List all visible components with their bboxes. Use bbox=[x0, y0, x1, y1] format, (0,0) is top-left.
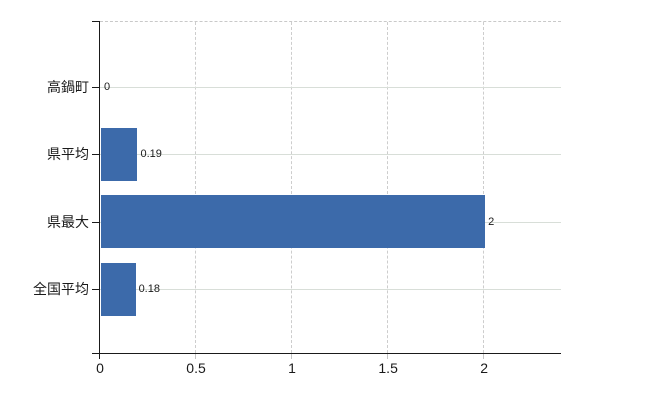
plot-top-border bbox=[100, 21, 561, 22]
x-axis-tick bbox=[291, 354, 293, 359]
vertical-gridline bbox=[195, 22, 197, 353]
bar-value-label: 0 bbox=[104, 80, 111, 93]
x-axis bbox=[92, 353, 561, 354]
bar bbox=[101, 127, 138, 181]
category-label: 全国平均 bbox=[33, 281, 89, 297]
x-tick-label: 1.5 bbox=[378, 360, 398, 376]
bar-value-label: 0.18 bbox=[138, 283, 160, 295]
x-axis-tick bbox=[195, 354, 197, 359]
bar-value-label: 0.19 bbox=[140, 148, 162, 160]
x-tick-label: 0 bbox=[96, 360, 104, 376]
x-tick-label: 0.5 bbox=[186, 360, 206, 376]
plot-area: 0 0.5 1 1.5 2 高鍋町 0 県平均 0.19 県最大 2 全国平均 0.18 bbox=[33, 21, 561, 376]
x-axis-tick bbox=[483, 354, 485, 359]
vertical-gridline bbox=[387, 22, 389, 353]
horizontal-gridline bbox=[100, 154, 561, 155]
y-axis-tick bbox=[92, 154, 99, 155]
horizontal-gridline bbox=[100, 86, 561, 88]
bar bbox=[101, 195, 486, 248]
x-axis-tick bbox=[99, 354, 100, 359]
y-axis-tick bbox=[92, 86, 99, 88]
category-label: 高鍋町 bbox=[47, 78, 89, 95]
y-axis-top-tick bbox=[92, 21, 99, 22]
bar-value-label: 2 bbox=[488, 215, 495, 228]
vertical-gridline bbox=[483, 22, 485, 353]
x-axis-tick bbox=[387, 354, 389, 359]
vertical-gridline bbox=[291, 22, 293, 353]
bar bbox=[101, 262, 136, 316]
y-axis-tick bbox=[92, 221, 99, 223]
x-tick-label: 1 bbox=[288, 360, 296, 376]
y-axis bbox=[99, 21, 100, 354]
category-label: 県平均 bbox=[47, 146, 89, 162]
x-tick-label: 2 bbox=[480, 360, 489, 376]
category-label: 県最大 bbox=[47, 213, 89, 230]
y-axis-tick bbox=[92, 289, 99, 290]
horizontal-gridline bbox=[100, 289, 561, 290]
